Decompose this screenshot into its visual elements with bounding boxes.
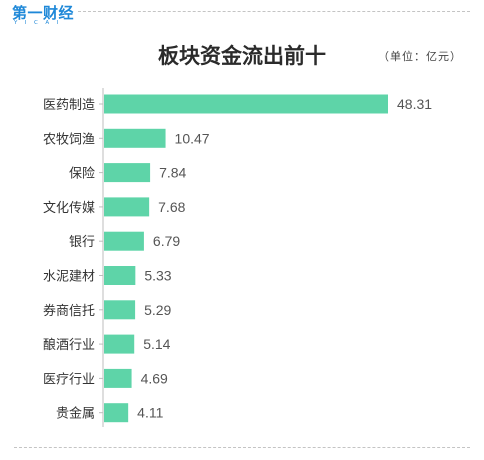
- bar-value-label: 48.31: [397, 96, 432, 112]
- yicai-logo-sub: YICAI: [14, 20, 66, 26]
- top-dashed-divider: [78, 11, 470, 12]
- bottom-dashed-divider: [14, 447, 470, 448]
- unit-note: （单位：亿元）: [378, 50, 462, 63]
- category-label: 医药制造: [43, 98, 95, 113]
- yicai-logo: 第一财经: [12, 4, 75, 22]
- category-label: 文化传媒: [43, 201, 95, 216]
- category-label: 银行: [69, 235, 95, 250]
- bar: [104, 300, 136, 320]
- category-label: 水泥建材: [43, 270, 95, 285]
- bar: [104, 231, 144, 251]
- category-label: 保险: [69, 167, 95, 182]
- chart-title: 板块资金流出前十: [158, 44, 326, 68]
- bar: [104, 334, 135, 354]
- bar: [104, 94, 388, 114]
- bar: [104, 197, 150, 217]
- bar-value-label: 5.33: [144, 268, 171, 284]
- bar-value-label: 7.68: [158, 199, 185, 215]
- bar-value-label: 6.79: [153, 233, 180, 249]
- bar-value-label: 5.29: [144, 302, 171, 318]
- category-label: 医疗行业: [43, 372, 95, 387]
- bar: [104, 266, 136, 285]
- category-label: 酿酒行业: [43, 337, 95, 353]
- category-label: 农牧饲渔: [43, 132, 95, 147]
- bar: [104, 403, 129, 423]
- category-label: 贵金属: [56, 406, 95, 422]
- bar: [104, 163, 151, 183]
- bar: [104, 368, 132, 388]
- bar-value-label: 4.11: [137, 405, 163, 421]
- bar-value-label: 5.14: [143, 336, 170, 352]
- bar-value-label: 7.84: [159, 165, 186, 181]
- bar-value-label: 10.47: [175, 130, 210, 146]
- bar-value-label: 4.69: [141, 370, 168, 386]
- bar: [104, 128, 166, 148]
- category-label: 券商信托: [43, 303, 95, 319]
